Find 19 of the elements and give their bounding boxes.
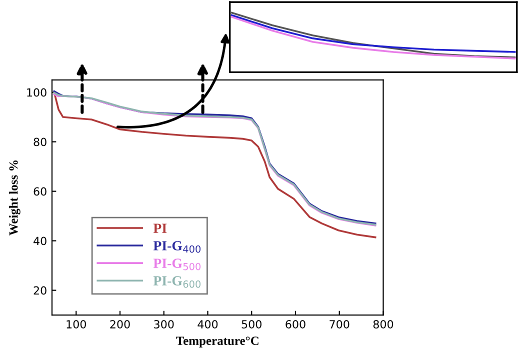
x-axis-title: Temperature°C [176,336,258,348]
legend-label: PI [153,224,167,233]
y-tick-label: 20 [34,286,46,295]
y-tick-label: 60 [34,187,46,196]
legend-label: PI-G$_{500}$ [153,258,201,270]
x-tick-label: 600 [286,320,306,328]
y-tick-label: 100 [27,88,46,97]
x-tick-label: 400 [198,320,218,328]
x-tick-label: 200 [110,320,130,328]
x-tick-label: 500 [242,320,262,328]
x-tick-label: 100 [66,320,86,328]
x-tick-label: 700 [330,320,350,328]
y-tick-label: 80 [34,138,46,146]
x-tick-label: 800 [373,320,394,328]
legend-label: PI-G$_{600}$ [153,276,201,288]
legend-label: PI-G$_{400}$ [153,241,201,253]
y-axis-title: Weight loss % [8,160,20,236]
y-tick-label: 40 [34,236,46,246]
x-tick-label: 300 [154,320,174,328]
